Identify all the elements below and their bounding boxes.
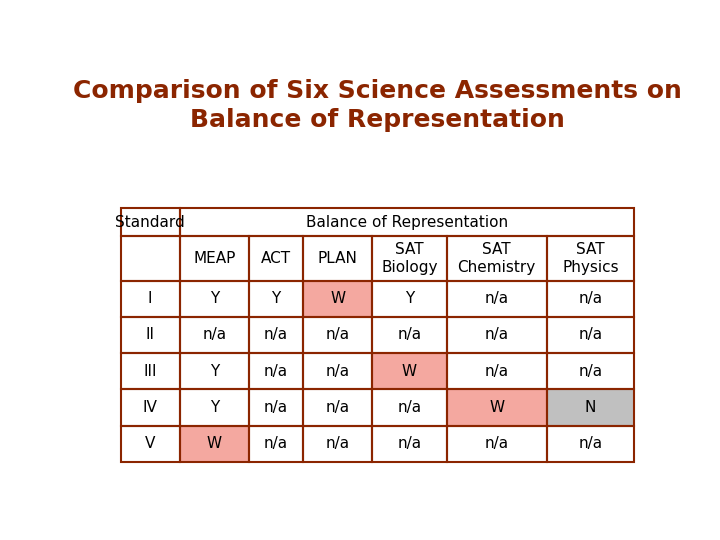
Text: W: W: [489, 400, 504, 415]
Bar: [446, 389, 546, 426]
Bar: [249, 281, 303, 317]
Text: n/a: n/a: [485, 327, 509, 342]
Text: V: V: [145, 436, 156, 451]
Text: N: N: [585, 400, 596, 415]
Text: n/a: n/a: [578, 327, 603, 342]
Text: n/a: n/a: [325, 327, 350, 342]
Bar: [180, 426, 249, 462]
Text: Y: Y: [210, 291, 219, 306]
Text: n/a: n/a: [397, 436, 421, 451]
Bar: [180, 281, 249, 317]
Text: III: III: [143, 364, 157, 379]
Text: n/a: n/a: [325, 436, 350, 451]
Bar: [180, 236, 249, 281]
Text: n/a: n/a: [578, 364, 603, 379]
Text: n/a: n/a: [325, 364, 350, 379]
Bar: [446, 317, 546, 353]
Bar: [121, 208, 180, 236]
Bar: [446, 281, 546, 317]
Bar: [249, 353, 303, 389]
Bar: [303, 389, 372, 426]
Bar: [446, 353, 546, 389]
Text: Balance of Representation: Balance of Representation: [306, 215, 508, 230]
Bar: [249, 317, 303, 353]
Text: MEAP: MEAP: [193, 251, 235, 266]
Text: Comparison of Six Science Assessments on
Balance of Representation: Comparison of Six Science Assessments on…: [73, 79, 682, 132]
Bar: [546, 317, 634, 353]
Bar: [372, 236, 446, 281]
Bar: [121, 281, 180, 317]
Bar: [121, 317, 180, 353]
Bar: [372, 389, 446, 426]
Bar: [372, 317, 446, 353]
Bar: [180, 426, 249, 462]
Bar: [249, 236, 303, 281]
Text: Y: Y: [405, 291, 414, 306]
Text: ACT: ACT: [261, 251, 291, 266]
Bar: [546, 281, 634, 317]
Text: SAT
Biology: SAT Biology: [381, 242, 438, 274]
Text: n/a: n/a: [202, 327, 227, 342]
Text: Standard: Standard: [115, 215, 185, 230]
Bar: [372, 353, 446, 389]
Bar: [446, 236, 546, 281]
Bar: [546, 389, 634, 426]
Bar: [446, 389, 546, 426]
Bar: [121, 236, 180, 281]
Bar: [121, 389, 180, 426]
Bar: [303, 317, 372, 353]
Text: n/a: n/a: [578, 291, 603, 306]
Text: n/a: n/a: [485, 291, 509, 306]
Text: n/a: n/a: [264, 364, 288, 379]
Bar: [372, 353, 446, 389]
Text: n/a: n/a: [485, 436, 509, 451]
Text: Y: Y: [210, 364, 219, 379]
Text: n/a: n/a: [397, 327, 421, 342]
Bar: [546, 426, 634, 462]
Text: SAT
Physics: SAT Physics: [562, 242, 618, 274]
Text: PLAN: PLAN: [318, 251, 358, 266]
Text: n/a: n/a: [578, 436, 603, 451]
Text: n/a: n/a: [485, 364, 509, 379]
Text: W: W: [402, 364, 417, 379]
Text: I: I: [148, 291, 153, 306]
Text: W: W: [330, 291, 345, 306]
Bar: [249, 426, 303, 462]
Bar: [372, 281, 446, 317]
Text: n/a: n/a: [264, 400, 288, 415]
Text: W: W: [207, 436, 222, 451]
Text: Y: Y: [271, 291, 281, 306]
Bar: [372, 426, 446, 462]
Bar: [249, 389, 303, 426]
Text: n/a: n/a: [264, 436, 288, 451]
Text: Y: Y: [210, 400, 219, 415]
Bar: [180, 317, 249, 353]
Bar: [546, 389, 634, 426]
Text: n/a: n/a: [397, 400, 421, 415]
Text: n/a: n/a: [325, 400, 350, 415]
Bar: [121, 426, 180, 462]
Bar: [121, 353, 180, 389]
Bar: [303, 281, 372, 317]
Bar: [303, 353, 372, 389]
Bar: [546, 353, 634, 389]
Bar: [446, 426, 546, 462]
Bar: [303, 281, 372, 317]
Bar: [303, 426, 372, 462]
Bar: [303, 236, 372, 281]
Text: II: II: [145, 327, 155, 342]
Bar: [180, 353, 249, 389]
Bar: [180, 389, 249, 426]
Bar: [546, 236, 634, 281]
Text: n/a: n/a: [264, 327, 288, 342]
Text: IV: IV: [143, 400, 158, 415]
Bar: [180, 208, 634, 236]
Text: SAT
Chemistry: SAT Chemistry: [458, 242, 536, 274]
